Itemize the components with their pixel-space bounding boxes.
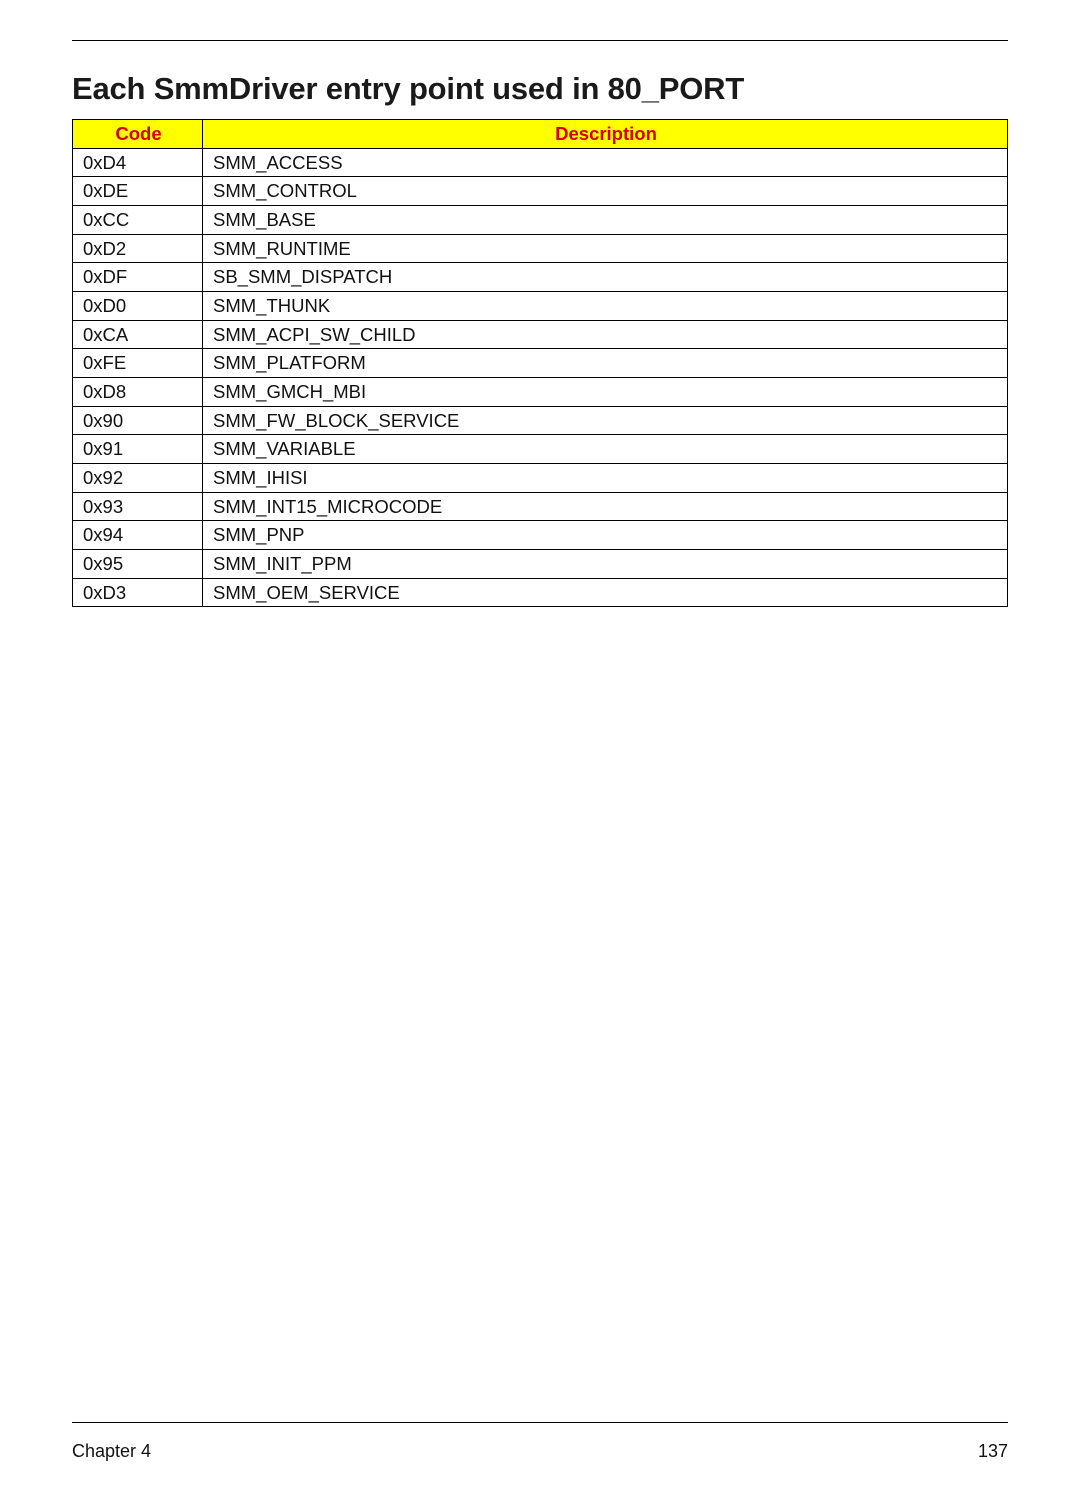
cell-code: 0xDE	[73, 177, 203, 206]
cell-code: 0xD0	[73, 292, 203, 321]
cell-code: 0xD2	[73, 234, 203, 263]
cell-code: 0xFE	[73, 349, 203, 378]
cell-description: SMM_PNP	[203, 521, 1008, 550]
table-row: 0xD3SMM_OEM_SERVICE	[73, 578, 1008, 607]
cell-code: 0xD4	[73, 148, 203, 177]
table-header-row: Code Description	[73, 120, 1008, 149]
bottom-horizontal-rule	[72, 1422, 1008, 1423]
cell-description: SMM_GMCH_MBI	[203, 378, 1008, 407]
cell-code: 0x92	[73, 464, 203, 493]
footer-chapter: Chapter 4	[72, 1441, 151, 1462]
table-row: 0xCCSMM_BASE	[73, 206, 1008, 235]
cell-code: 0xD8	[73, 378, 203, 407]
cell-description: SMM_VARIABLE	[203, 435, 1008, 464]
table-row: 0xFESMM_PLATFORM	[73, 349, 1008, 378]
cell-code: 0xCC	[73, 206, 203, 235]
document-page: Each SmmDriver entry point used in 80_PO…	[0, 0, 1080, 1512]
table-row: 0x90SMM_FW_BLOCK_SERVICE	[73, 406, 1008, 435]
table-header-description: Description	[203, 120, 1008, 149]
cell-description: SMM_CONTROL	[203, 177, 1008, 206]
cell-description: SMM_IHISI	[203, 464, 1008, 493]
top-horizontal-rule	[72, 40, 1008, 41]
table-row: 0x93SMM_INT15_MICROCODE	[73, 492, 1008, 521]
footer-page-number: 137	[978, 1441, 1008, 1462]
cell-description: SMM_INIT_PPM	[203, 550, 1008, 579]
table-row: 0x94SMM_PNP	[73, 521, 1008, 550]
table-row: 0xD8SMM_GMCH_MBI	[73, 378, 1008, 407]
cell-description: SMM_INT15_MICROCODE	[203, 492, 1008, 521]
cell-code: 0x91	[73, 435, 203, 464]
table-row: 0xD2SMM_RUNTIME	[73, 234, 1008, 263]
cell-code: 0xDF	[73, 263, 203, 292]
cell-description: SMM_RUNTIME	[203, 234, 1008, 263]
cell-description: SMM_FW_BLOCK_SERVICE	[203, 406, 1008, 435]
table-row: 0xDESMM_CONTROL	[73, 177, 1008, 206]
cell-description: SMM_BASE	[203, 206, 1008, 235]
table-row: 0xD4SMM_ACCESS	[73, 148, 1008, 177]
cell-description: SMM_ACPI_SW_CHILD	[203, 320, 1008, 349]
cell-code: 0x94	[73, 521, 203, 550]
cell-code: 0x93	[73, 492, 203, 521]
cell-code: 0xD3	[73, 578, 203, 607]
table-row: 0xD0SMM_THUNK	[73, 292, 1008, 321]
cell-description: SMM_PLATFORM	[203, 349, 1008, 378]
table-row: 0xDFSB_SMM_DISPATCH	[73, 263, 1008, 292]
table-row: 0x91SMM_VARIABLE	[73, 435, 1008, 464]
cell-description: SB_SMM_DISPATCH	[203, 263, 1008, 292]
cell-code: 0x90	[73, 406, 203, 435]
cell-code: 0xCA	[73, 320, 203, 349]
footer-row: Chapter 4 137	[72, 1441, 1008, 1462]
table-row: 0xCASMM_ACPI_SW_CHILD	[73, 320, 1008, 349]
codes-table: Code Description 0xD4SMM_ACCESS0xDESMM_C…	[72, 119, 1008, 607]
page-footer: Chapter 4 137	[72, 1422, 1008, 1462]
cell-description: SMM_OEM_SERVICE	[203, 578, 1008, 607]
cell-description: SMM_THUNK	[203, 292, 1008, 321]
cell-description: SMM_ACCESS	[203, 148, 1008, 177]
table-header-code: Code	[73, 120, 203, 149]
table-row: 0x95SMM_INIT_PPM	[73, 550, 1008, 579]
table-row: 0x92SMM_IHISI	[73, 464, 1008, 493]
cell-code: 0x95	[73, 550, 203, 579]
section-heading: Each SmmDriver entry point used in 80_PO…	[72, 71, 1008, 107]
